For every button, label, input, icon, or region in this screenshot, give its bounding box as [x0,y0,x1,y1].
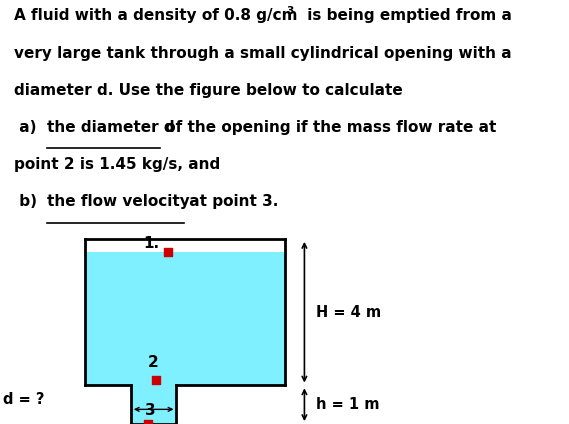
Text: the flow velocity: the flow velocity [47,194,190,209]
Text: is being emptied from a: is being emptied from a [302,8,512,23]
Text: A fluid with a density of 0.8 g/cm: A fluid with a density of 0.8 g/cm [14,8,298,23]
Text: 3: 3 [286,6,294,17]
Text: diameter d. Use the figure below to calculate: diameter d. Use the figure below to calc… [14,83,403,98]
Text: the diameter d: the diameter d [47,120,175,135]
Text: h = 1 m: h = 1 m [316,397,380,412]
Text: point 2 is 1.45 kg/s, and: point 2 is 1.45 kg/s, and [14,157,220,172]
Text: a): a) [14,120,42,135]
Text: of the opening if the mass flow rate at: of the opening if the mass flow rate at [160,120,496,135]
Text: 1.: 1. [143,236,159,251]
Point [163,249,172,256]
Point [152,376,161,383]
Text: d = ?: d = ? [3,392,44,407]
Point [143,421,152,424]
Text: H = 4 m: H = 4 m [316,305,381,320]
Text: b): b) [14,194,43,209]
Text: very large tank through a small cylindrical opening with a: very large tank through a small cylindri… [14,46,512,61]
Polygon shape [85,252,284,424]
Text: 2: 2 [148,355,159,370]
Text: 3: 3 [146,403,156,418]
Text: at point 3.: at point 3. [184,194,278,209]
